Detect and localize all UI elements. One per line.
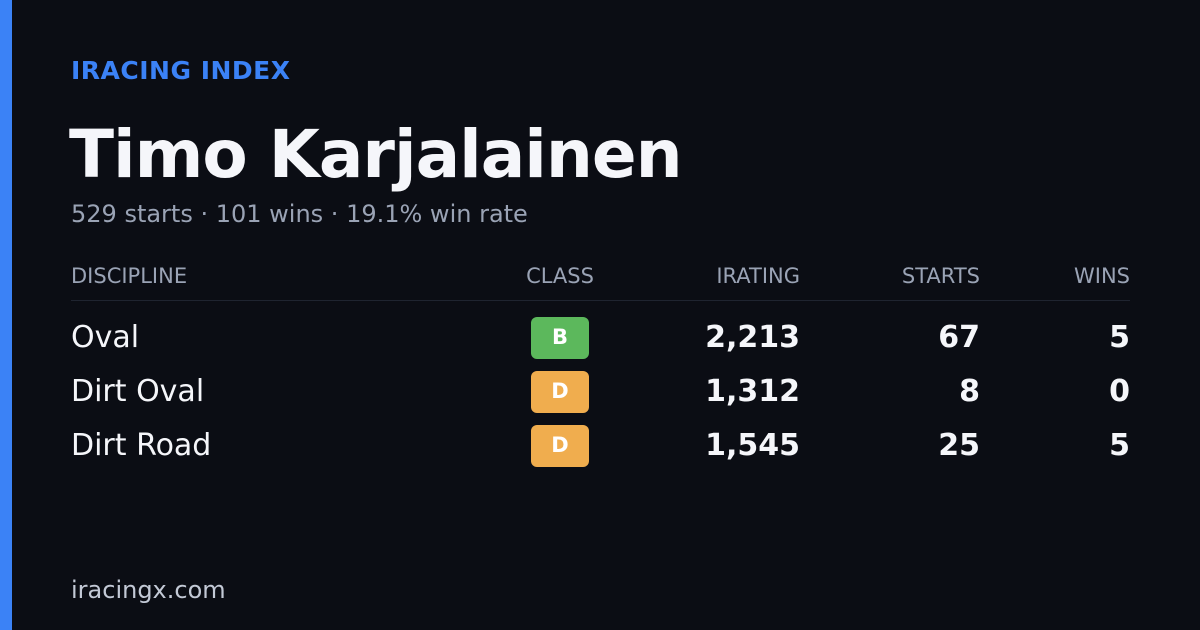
summary: 529 starts · 101 wins · 19.1% win rate	[71, 200, 528, 228]
class-badge: B	[531, 317, 589, 359]
class-badge: D	[531, 371, 589, 413]
discipline: Dirt Oval	[71, 374, 205, 409]
brand: IRACING INDEX	[71, 56, 291, 85]
discipline: Dirt Road	[71, 428, 212, 463]
wins: 5	[1109, 428, 1130, 463]
class-badge: D	[531, 425, 589, 467]
irating: 1,312	[705, 374, 800, 409]
separator	[71, 300, 1130, 301]
starts: 67	[938, 320, 980, 355]
column-header: IRATING	[716, 264, 800, 288]
footer: iracingx.com	[71, 576, 226, 604]
discipline: Oval	[71, 320, 140, 355]
column-header: WINS	[1074, 264, 1130, 288]
driver-name: Timo Karjalainen	[69, 116, 683, 193]
irating: 2,213	[705, 320, 800, 355]
column-header: CLASS	[526, 264, 594, 288]
column-header: DISCIPLINE	[71, 264, 188, 288]
wins: 0	[1109, 374, 1130, 409]
wins: 5	[1109, 320, 1130, 355]
starts: 8	[959, 374, 980, 409]
accent-bar	[0, 0, 12, 630]
starts: 25	[938, 428, 980, 463]
irating: 1,545	[705, 428, 800, 463]
column-header: STARTS	[901, 264, 980, 288]
